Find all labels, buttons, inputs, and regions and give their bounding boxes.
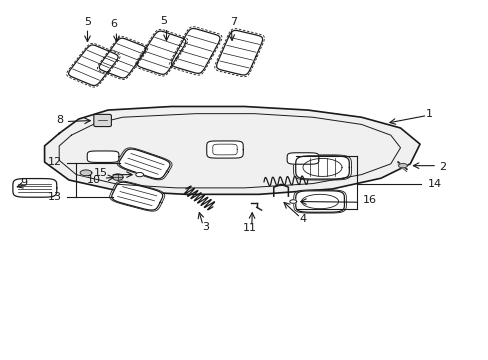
Text: 8: 8: [56, 115, 63, 125]
Polygon shape: [87, 151, 119, 162]
Polygon shape: [68, 45, 118, 86]
Polygon shape: [44, 107, 419, 194]
Polygon shape: [119, 149, 170, 179]
Polygon shape: [295, 156, 348, 179]
Polygon shape: [13, 179, 57, 197]
Text: 7: 7: [230, 17, 237, 27]
Text: 16: 16: [362, 195, 376, 206]
Text: 1: 1: [426, 109, 432, 119]
Polygon shape: [216, 30, 262, 75]
Text: 13: 13: [47, 192, 61, 202]
Polygon shape: [171, 28, 220, 73]
Text: 5: 5: [160, 16, 167, 26]
Text: 2: 2: [439, 162, 446, 172]
Polygon shape: [295, 191, 344, 212]
Polygon shape: [289, 200, 296, 203]
Text: 5: 5: [84, 17, 91, 27]
Text: 10: 10: [87, 175, 101, 185]
Polygon shape: [286, 153, 318, 164]
Text: 9: 9: [20, 178, 27, 188]
Polygon shape: [111, 182, 163, 210]
Text: 15: 15: [94, 168, 108, 178]
Polygon shape: [99, 38, 145, 78]
Text: 12: 12: [47, 157, 61, 167]
Text: 6: 6: [110, 19, 117, 30]
Polygon shape: [136, 172, 143, 177]
Polygon shape: [112, 174, 123, 180]
FancyBboxPatch shape: [94, 114, 111, 127]
Text: 4: 4: [299, 215, 306, 224]
Polygon shape: [398, 163, 407, 168]
Text: 14: 14: [427, 179, 441, 189]
Polygon shape: [137, 31, 185, 74]
Polygon shape: [80, 170, 92, 176]
Text: 11: 11: [242, 224, 256, 233]
Polygon shape: [206, 141, 243, 158]
Text: 3: 3: [202, 222, 208, 232]
